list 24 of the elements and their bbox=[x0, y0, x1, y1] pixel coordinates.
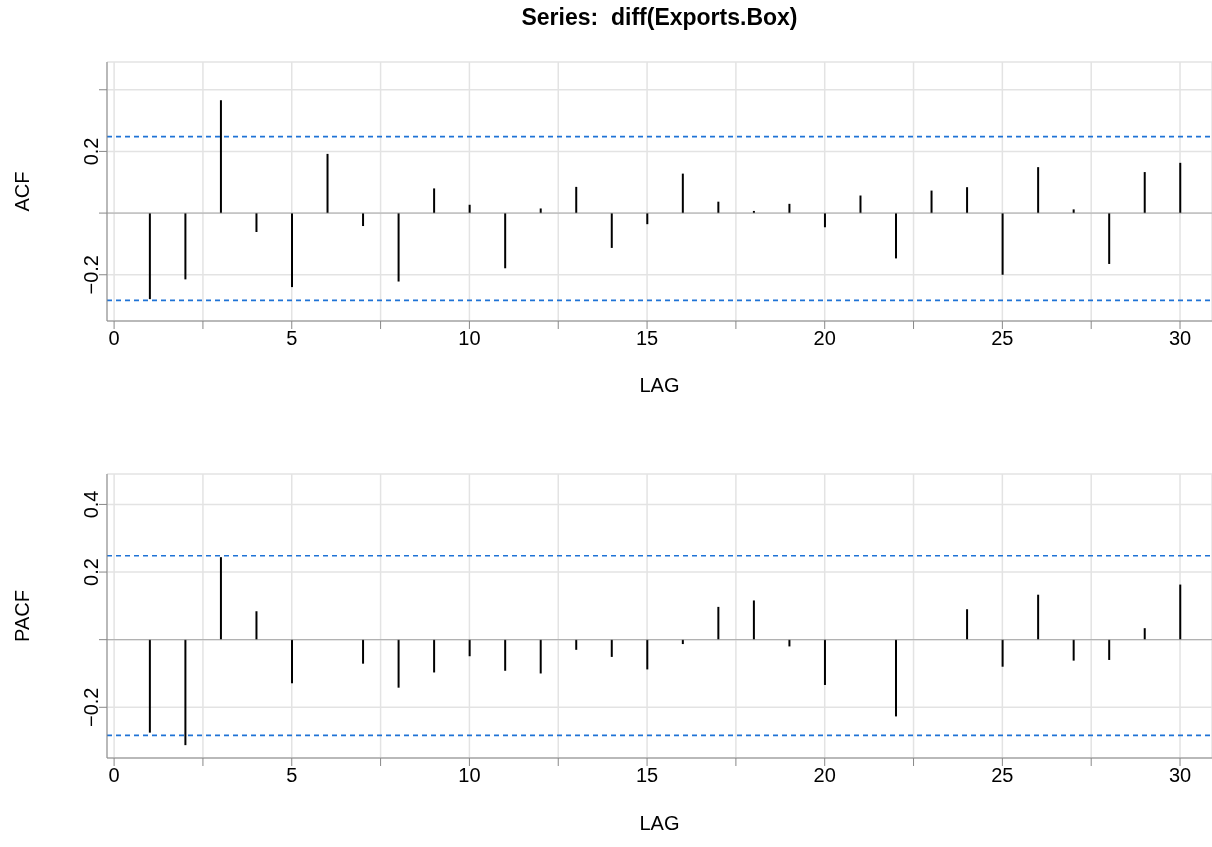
y-axis-title: ACF bbox=[11, 171, 34, 212]
x-tick-label: 10 bbox=[458, 327, 481, 350]
y-tick-label: 0.2 bbox=[80, 558, 103, 586]
x-tick-label: 15 bbox=[635, 764, 659, 787]
x-tick-label: 5 bbox=[286, 327, 298, 350]
x-tick-label: 25 bbox=[991, 327, 1014, 350]
x-tick-label: 20 bbox=[813, 764, 836, 787]
x-tick-label: 15 bbox=[635, 327, 659, 350]
y-tick-label: 0.2 bbox=[80, 137, 103, 166]
x-axis-title: LAG bbox=[639, 812, 680, 834]
chart-title: Series: diff(Exports.Box) bbox=[520, 4, 799, 31]
x-tick-label: 10 bbox=[458, 764, 481, 787]
x-tick-label: 5 bbox=[286, 764, 298, 787]
x-tick-label: 30 bbox=[1168, 327, 1192, 350]
y-tick-label: 0.4 bbox=[80, 490, 103, 519]
x-tick-label: 0 bbox=[108, 764, 120, 787]
x-axis-title: LAG bbox=[639, 374, 680, 396]
x-tick-label: 30 bbox=[1168, 764, 1192, 787]
x-tick-label: 20 bbox=[813, 327, 836, 350]
y-tick-label: −0.2 bbox=[80, 687, 103, 728]
y-tick-label: −0.2 bbox=[80, 255, 103, 295]
y-axis-title: PACF bbox=[11, 590, 34, 642]
x-tick-label: 0 bbox=[108, 327, 120, 350]
x-tick-label: 25 bbox=[991, 764, 1014, 787]
